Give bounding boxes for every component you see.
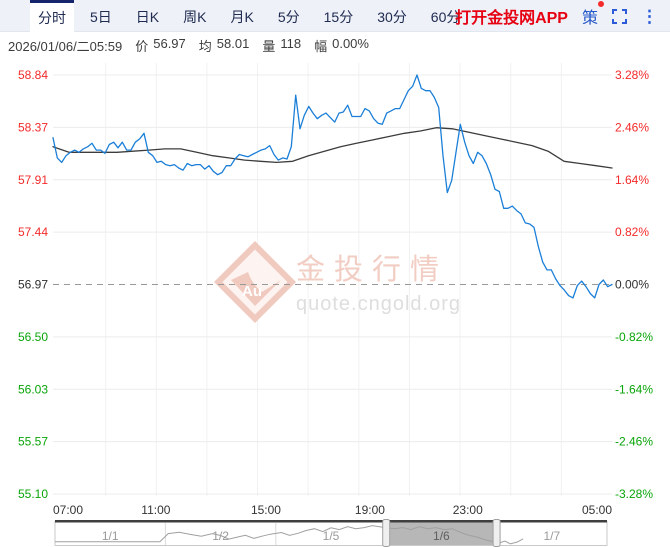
navigator-top-bar <box>55 520 607 523</box>
tab-周K[interactable]: 周K <box>183 9 207 25</box>
y-axis-percent-label: 0.00% <box>615 278 649 292</box>
period-tabs: 分时 5日 日K 周K 月K 5分 15分 30分 60分 <box>30 0 476 32</box>
y-axis-price-label: 57.91 <box>18 173 48 187</box>
tab-5日[interactable]: 5日 <box>90 9 112 25</box>
more-menu-icon[interactable]: ⋮ <box>641 6 658 26</box>
watermark: Au 金投行情 quote.cngold.org <box>213 240 461 324</box>
y-axis-percent-label: -3.28% <box>615 487 653 501</box>
x-axis-label: 15:00 <box>251 503 281 517</box>
watermark-diamond-logo <box>213 240 297 324</box>
average-label: 均 <box>198 38 212 54</box>
watermark-logo-text: Au <box>242 283 262 300</box>
x-axis-label: 19:00 <box>355 503 385 517</box>
tab-15分[interactable]: 15分 <box>323 9 354 25</box>
quote-info-bar: 2026/01/06/二05:59 价 56.97 均 58.01 量 118 … <box>0 32 670 58</box>
navigator-handle-right[interactable] <box>492 519 501 547</box>
strategy-label: 策 <box>581 10 598 27</box>
y-axis-price-label: 57.44 <box>18 225 48 239</box>
tab-30分[interactable]: 30分 <box>377 9 407 25</box>
x-axis-label: 05:00 <box>582 503 612 517</box>
price-line <box>52 74 613 299</box>
y-axis-percent-label: -1.64% <box>615 382 653 396</box>
navigator-segment-label[interactable]: 1/7 <box>543 529 560 543</box>
range-group: 幅 0.00% <box>314 36 369 55</box>
notification-dot <box>598 1 604 7</box>
price-chart: Au 金投行情 quote.cngold.org 58.84 3.28% 58.37 2.4… <box>18 63 653 547</box>
tab-5分[interactable]: 5分 <box>277 9 300 25</box>
navigator-sparkline <box>55 525 524 545</box>
y-axis-price-label: 58.84 <box>18 68 48 82</box>
average-line <box>52 127 613 169</box>
range-label: 幅 <box>314 38 328 54</box>
price-group: 价 56.97 <box>135 36 186 55</box>
y-axis-percent-label: 2.46% <box>615 120 649 134</box>
y-axis-percent-label: 0.82% <box>615 225 649 239</box>
watermark-title: 金投行情 <box>296 253 448 286</box>
average-group: 均 58.01 <box>199 36 250 55</box>
y-axis-percent-label: 3.28% <box>615 68 649 82</box>
y-axis-percent-label: -0.82% <box>615 330 653 344</box>
y-axis-price-label: 55.57 <box>18 435 48 449</box>
y-axis-percent-label: 1.64% <box>615 173 649 187</box>
strategy-button[interactable]: 策 <box>581 1 604 28</box>
watermark-url: quote.cngold.org <box>296 293 461 315</box>
volume-value: 118 <box>280 35 302 51</box>
navigator-handle-left[interactable] <box>382 519 391 547</box>
fullscreen-icon[interactable] <box>612 8 627 24</box>
navigator-segment-label[interactable]: 1/6 <box>433 529 450 543</box>
y-axis-percent-label: -2.46% <box>615 435 653 449</box>
y-axis-price-label: 56.03 <box>18 382 48 396</box>
tab-分时[interactable]: 分时 <box>30 0 74 32</box>
x-axis-label: 07:00 <box>53 503 83 517</box>
range-value: 0.00% <box>332 35 369 51</box>
y-axis-price-label: 56.97 <box>18 278 48 292</box>
average-value: 58.01 <box>216 35 250 51</box>
y-axis-price-label: 56.50 <box>18 330 48 344</box>
navigator-segment-label[interactable]: 1/5 <box>323 529 340 543</box>
watermark-bird-shape <box>231 272 281 306</box>
quote-datetime: 2026/01/06/二05:59 <box>8 38 123 54</box>
volume-group: 量 118 <box>262 36 301 55</box>
open-app-link[interactable]: 打开金投网APP <box>455 10 568 27</box>
navigator-segment-label[interactable]: 1/1 <box>102 529 119 543</box>
y-axis-price-label: 55.10 <box>18 487 48 501</box>
tab-bar: 分时 5日 日K 周K 月K 5分 15分 30分 60分 打开金投网APP 策 ⋮ <box>0 0 670 32</box>
tab-月K[interactable]: 月K <box>230 9 254 25</box>
x-axis-label: 23:00 <box>453 503 483 517</box>
volume-label: 量 <box>262 38 276 54</box>
tab-日K[interactable]: 日K <box>135 9 160 25</box>
x-axis-label: 11:00 <box>141 503 170 517</box>
navigator-segment-label[interactable]: 1/2 <box>212 529 229 543</box>
price-value: 56.97 <box>153 35 186 51</box>
y-axis-price-label: 58.37 <box>18 120 48 134</box>
tab-60分[interactable]: 60分 <box>430 9 461 25</box>
tabbar-actions: 打开金投网APP 策 ⋮ <box>455 0 658 32</box>
price-label: 价 <box>135 38 149 54</box>
